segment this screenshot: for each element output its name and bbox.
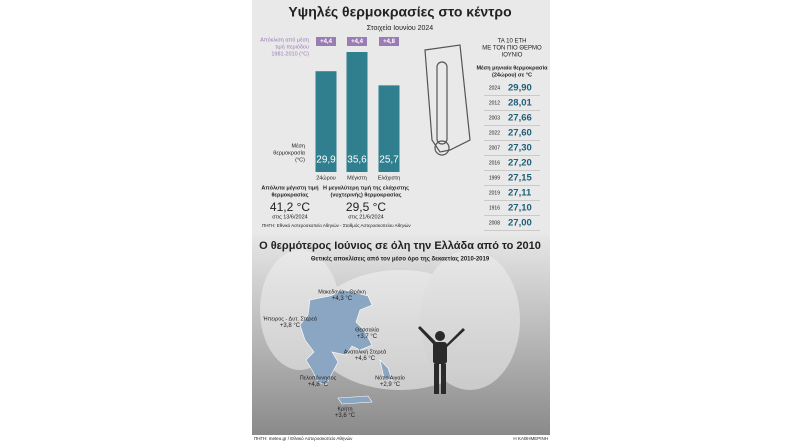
region-name: Πελοπόννησος (300, 374, 337, 381)
anomaly-label: +4,8 (383, 39, 396, 45)
region-value: +2,9 °C (380, 382, 401, 388)
anomaly-box (379, 37, 399, 46)
record-label: (νυχτερινής) θερμοκρασίας (331, 192, 402, 198)
years-title: ΜΕ ΤΟΝ ΠΙΟ ΘΕΡΜΟ (482, 46, 542, 52)
year: 2007 (489, 145, 500, 151)
value-caption: Μέση (292, 142, 306, 149)
year: 1916 (489, 205, 500, 211)
region-value: +4,8 °C (308, 382, 329, 388)
value-caption: θερμοκρασία (273, 150, 306, 156)
region-value: +3,8 °C (280, 323, 301, 329)
anomaly-label: +4,4 (351, 39, 364, 45)
year: 2003 (489, 115, 500, 121)
category-label: 24ώρου (316, 174, 336, 181)
record-label: θερμοκρασίας (271, 192, 308, 198)
years-title: ΤΑ 10 ΕΤΗ (498, 39, 527, 45)
value-caption: (°C) (295, 157, 305, 163)
year: 2019 (489, 190, 500, 196)
region-value: +3,7 °C (357, 334, 378, 340)
anomaly-label: +4,4 (320, 39, 333, 45)
source: ΠΗΓΗ: Εθνικό Αστεροσκοπείο Αθηνών - Σταθ… (262, 222, 411, 228)
category-label: Ελάχιστη (378, 174, 400, 181)
region-value: +3,6 °C (335, 413, 356, 419)
years-subtitle: (24ώρου) σε °C (492, 72, 532, 78)
region-name: Κρήτη (337, 405, 352, 412)
anomaly-caption: τιμή περιόδου (275, 43, 309, 50)
year-value: 29,90 (508, 83, 532, 94)
years-title: ΙΟΥΝΙΟ (502, 53, 523, 59)
record-label: Απόλυτα μέγιστη τιμή (261, 185, 319, 191)
value-label: 25,7 (379, 155, 399, 166)
record-date: στις 13/6/2024 (272, 214, 307, 220)
thermometer (424, 44, 471, 156)
greece-map (299, 289, 393, 405)
region-value: +4,6 °C (355, 356, 376, 362)
record-value: 41,2 °C (270, 200, 310, 214)
year-value: 27,11 (508, 188, 532, 199)
anomaly-box (347, 37, 367, 46)
year-value: 27,66 (508, 113, 532, 124)
region-value: +4,3 °C (332, 296, 353, 302)
map-title: Ο θερμότερος Ιούνιος σε όλη την Ελλάδα α… (259, 240, 541, 252)
region-name: Μακεδονία - Θράκη (318, 288, 366, 295)
bar (378, 85, 400, 172)
year: 1999 (489, 175, 500, 181)
year-value: 27,60 (508, 128, 532, 139)
year-value: 27,20 (508, 158, 532, 169)
year-value: 27,10 (508, 203, 532, 214)
year: 2024 (489, 85, 500, 91)
region-name: Νότιο Αιγαίο (375, 374, 405, 381)
years-subtitle: Μέση μηνιαία θερμοκρασία (476, 65, 548, 71)
year: 2008 (489, 220, 500, 226)
year-value: 27,30 (508, 143, 532, 154)
year-value: 27,00 (508, 218, 532, 229)
footer-source: ΠΗΓΗ: meteo.gr / Εθνικό Αστεροσκοπείο Αθ… (254, 435, 353, 441)
region-name: Θεσσαλία (355, 327, 380, 333)
footer-brand: Η ΚΑΘΗΜΕΡΙΝΗ (513, 436, 548, 441)
bar (315, 71, 337, 172)
record-value: 29,5 °C (346, 200, 386, 214)
category-label: Μέγιστη (347, 174, 367, 181)
anomaly-caption: 1981-2010 (°C) (271, 51, 309, 57)
year: 2022 (489, 130, 500, 136)
anomaly-box (316, 37, 336, 46)
year: 2016 (489, 160, 500, 166)
year: 2012 (489, 100, 500, 106)
record-date: στις 21/6/2024 (348, 214, 383, 220)
region-name: Ήπειρος - Δυτ. Στερεά (262, 315, 318, 322)
record-label: Η μεγαλύτερη τιμή της ελάχιστης (323, 185, 409, 191)
year-value: 27,15 (508, 173, 532, 184)
value-label: 35,6 (347, 155, 367, 166)
map-subtitle: Θετικές αποκλίσεις από τον μέσο όρο της … (311, 257, 490, 263)
top-panel (252, 0, 550, 235)
year-value: 28,01 (508, 98, 532, 109)
value-label: 29,9 (316, 155, 336, 166)
subtitle: Στοιχεία Ιουνίου 2024 (367, 24, 434, 32)
title: Υψηλές θερμοκρασίες στο κέντρο (288, 4, 511, 20)
region-name: Ανατολική Στερεά (344, 348, 387, 355)
anomaly-caption: Απόκλιση από μέση (260, 36, 309, 43)
person (418, 326, 465, 394)
bar (346, 52, 368, 172)
